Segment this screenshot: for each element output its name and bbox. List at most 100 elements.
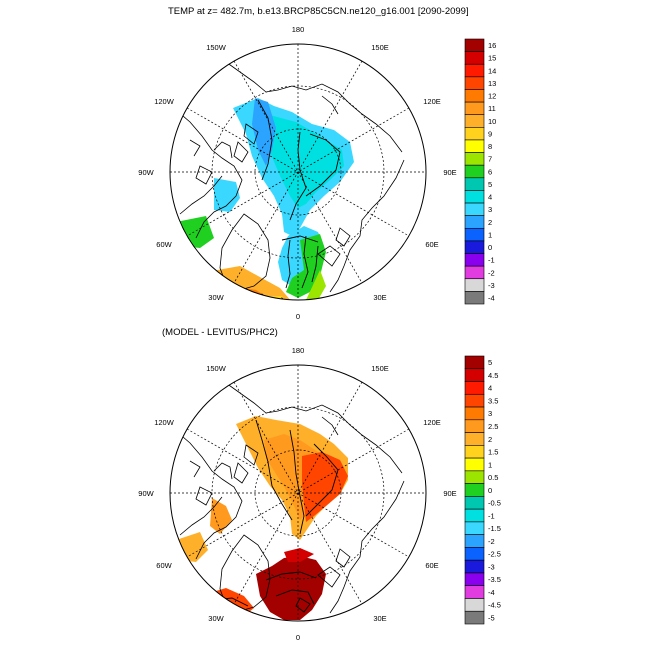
- colorbar-tick-label: -1.5: [488, 524, 501, 533]
- colorbar-tick-label: -2.5: [488, 550, 501, 559]
- panel-title-bottom: (MODEL - LEVITUS/PHC2): [162, 327, 278, 338]
- colorbar-swatch: [464, 598, 485, 612]
- field-yellowgreen-barents: [306, 270, 326, 300]
- colorbar-tick-label: 7: [488, 155, 492, 164]
- longitude-labels-top: 180 150W 150E 120W 120E 90W 90E 60W 60E …: [138, 25, 456, 321]
- lon-label: 30E: [373, 293, 386, 302]
- colorbar-swatch: [464, 139, 485, 153]
- colorbar-swatch: [464, 190, 485, 204]
- lon-label: 60E: [425, 561, 438, 570]
- colorbar-tick-label: 3: [488, 409, 492, 418]
- colorbar-tick-label: 16: [488, 41, 496, 50]
- colorbar-tick-label: 4.5: [488, 371, 498, 380]
- colorbar-tick-label: -3: [488, 562, 495, 571]
- map-boundary-bottom: [169, 364, 427, 622]
- field-orange-baffin: [210, 498, 232, 534]
- lon-label: 0: [296, 312, 300, 321]
- colorbar-swatch: [464, 127, 485, 141]
- colorbar-tick-label: -4: [488, 588, 495, 597]
- colorbar-tick-label: -3: [488, 281, 495, 290]
- colorbar-swatch: [464, 355, 485, 370]
- colorbar-swatch: [464, 406, 485, 421]
- colorbar-tick-label: 8: [488, 142, 492, 151]
- colorbar-tick-label: 1.5: [488, 448, 498, 457]
- colorbar-tick-label: -5: [488, 613, 495, 622]
- colorbar-tick-label: 2: [488, 435, 492, 444]
- colorbar-tick-label: 4: [488, 193, 492, 202]
- colorbar-tick-label: 5: [488, 358, 492, 367]
- colorbar-swatch: [464, 445, 485, 459]
- colorbar-tick-label: -1: [488, 256, 495, 265]
- colorbar-tick-label: -1: [488, 511, 495, 520]
- colorbar-swatch: [464, 457, 485, 472]
- colorbar-swatch: [464, 368, 485, 382]
- lon-label: 150E: [371, 43, 389, 52]
- graticule-bottom: [170, 365, 426, 621]
- lon-label: 90E: [443, 168, 456, 177]
- lon-label: 30E: [373, 614, 386, 623]
- colorbar-tick-label: 9: [488, 129, 492, 138]
- colorbar-swatch: [464, 215, 485, 229]
- map-boundary-top: [169, 43, 427, 301]
- colorbar-swatch: [464, 547, 485, 561]
- contour-lines-top: [257, 99, 341, 289]
- colorbar-tick-label: -3.5: [488, 575, 501, 584]
- colorbar-tick-label: 12: [488, 92, 496, 101]
- colorbar-tick-label: -4.5: [488, 601, 501, 610]
- colorbar-tick-label: 10: [488, 117, 496, 126]
- colorbar-swatch: [464, 508, 485, 523]
- colorbar-swatch: [464, 240, 485, 254]
- colorbar-swatch: [464, 89, 485, 103]
- colorbar-swatch: [464, 381, 485, 395]
- colorbar-swatch: [464, 419, 485, 433]
- graticule-top: [170, 44, 426, 300]
- colorbar-swatch: [464, 152, 485, 166]
- lon-label: 30W: [208, 293, 224, 302]
- colorbar-swatch: [464, 227, 485, 242]
- colorbar-tick-label: 0.5: [488, 473, 498, 482]
- colorbar-tick-label: 14: [488, 66, 496, 75]
- colorbar-tick-label: 0: [488, 486, 492, 495]
- colorbar-tick-label: 3: [488, 205, 492, 214]
- lon-label: 150W: [206, 43, 227, 52]
- colorbar-swatch: [464, 114, 485, 128]
- panel-title-top: TEMP at z= 482.7m, b.e13.BRCP85C5CN.ne12…: [168, 6, 469, 17]
- colorbar-swatch: [464, 278, 485, 292]
- colorbar-swatch: [464, 63, 485, 78]
- field-yellow-norwegian: [200, 596, 220, 612]
- lon-label: 90E: [443, 489, 456, 498]
- coastlines-bottom: [175, 370, 405, 621]
- lon-label: 180: [292, 25, 305, 34]
- field-red-arctic: [302, 452, 348, 522]
- colorbar-tick-label: 1: [488, 460, 492, 469]
- colorbar-tick-label: -2: [488, 537, 495, 546]
- colorbar-bottom: 5 4.5 4 3.5 3 2.5 2 1.5 1 0.5 0 -0.5 -1 -1.5 -2 -2.5 -3 -…: [464, 355, 501, 625]
- colorbar-swatch: [464, 483, 485, 497]
- colorbar-tick-label: 1: [488, 230, 492, 239]
- polar-map-top: 180 150W 150E 120W 120E 90W 90E 60W 60E …: [138, 25, 456, 321]
- colorbar-swatch: [464, 202, 485, 216]
- lon-label: 120E: [423, 97, 441, 106]
- colorbar-swatch: [464, 610, 485, 625]
- colorbar-tick-label: 4: [488, 384, 492, 393]
- colorbar-swatch: [464, 76, 485, 90]
- field-cyan-canada-basin: [266, 114, 344, 208]
- colorbar-swatch: [464, 101, 485, 116]
- colorbar-tick-label: -0.5: [488, 499, 501, 508]
- colorbar-tick-label: -4: [488, 293, 495, 302]
- lon-label: 180: [292, 346, 305, 355]
- lon-label: 150W: [206, 364, 227, 373]
- lon-label: 60W: [156, 240, 172, 249]
- colorbar-tick-label: 2: [488, 218, 492, 227]
- colorbar-tick-label: 13: [488, 79, 496, 88]
- colorbar-tick-label: 15: [488, 54, 496, 63]
- colorbar-tick-label: 0: [488, 243, 492, 252]
- colorbar-swatch: [464, 265, 485, 280]
- lon-label: 120W: [154, 418, 175, 427]
- lon-label: 30W: [208, 614, 224, 623]
- field-cyan-baffin: [214, 178, 240, 212]
- lon-label: 90W: [138, 168, 154, 177]
- colorbar-tick-label: 6: [488, 167, 492, 176]
